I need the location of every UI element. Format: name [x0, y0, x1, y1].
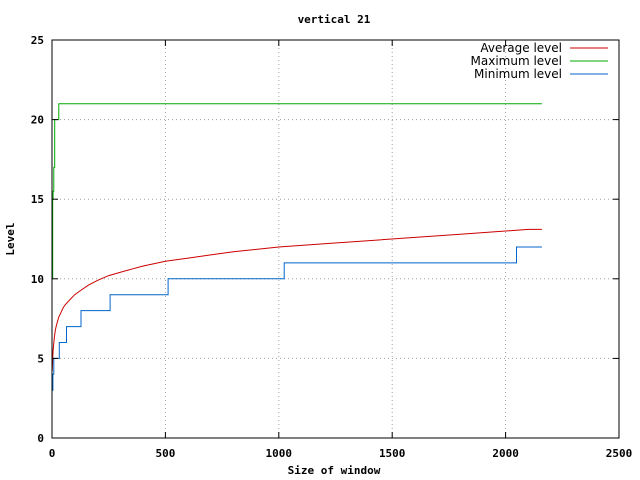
legend-label: Average level: [480, 41, 562, 55]
series-lines: [51, 103, 542, 391]
x-tick-label: 0: [49, 447, 56, 460]
grid: [52, 40, 619, 438]
maximum-level-line: [52, 103, 542, 280]
x-axis-ticks: 0 500 1000 1500 2000 2500: [49, 40, 633, 460]
y-tick-label: 5: [37, 352, 44, 365]
x-tick-label: 500: [155, 447, 175, 460]
y-tick-label: 0: [37, 432, 44, 445]
x-tick-label: 2000: [492, 447, 519, 460]
average-level-line: [51, 228, 542, 372]
minimum-level-line: [52, 246, 542, 391]
y-axis-ticks: 0 5 10 15 20 25: [31, 34, 619, 445]
x-axis-label: Size of window: [288, 464, 381, 477]
y-tick-label: 20: [31, 114, 44, 127]
x-tick-label: 1500: [379, 447, 406, 460]
y-axis-label: Level: [4, 222, 17, 255]
x-tick-label: 2500: [606, 447, 633, 460]
x-tick-label: 1000: [266, 447, 293, 460]
y-tick-label: 15: [31, 193, 44, 206]
plot-frame: [51, 39, 620, 439]
chart-title: vertical 21: [298, 13, 371, 26]
legend-label: Maximum level: [471, 54, 562, 68]
legend-label: Minimum level: [474, 67, 562, 81]
y-tick-label: 10: [31, 273, 44, 286]
y-tick-label: 25: [31, 34, 44, 47]
